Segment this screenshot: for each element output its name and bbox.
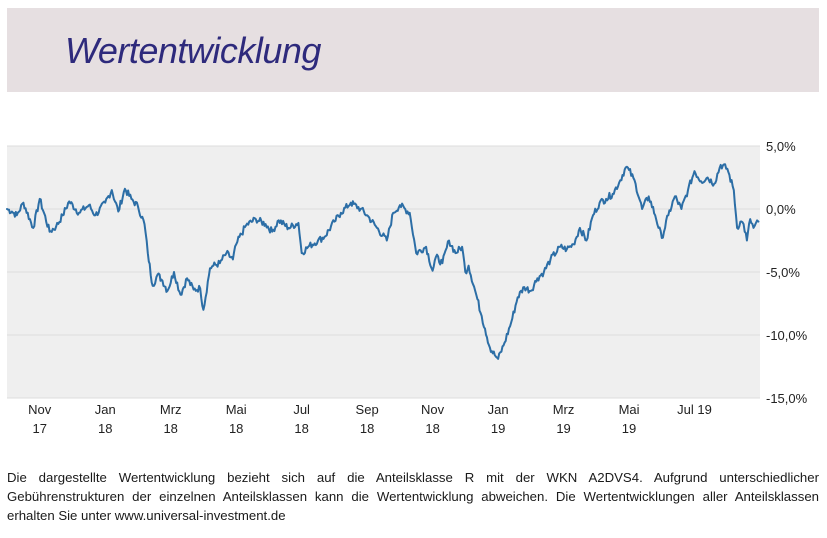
x-tick-label: Nov: [421, 402, 445, 417]
footnote-text: Die dargestellte Wertentwicklung bezieht…: [7, 470, 819, 523]
x-tick-label: Mai: [226, 402, 247, 417]
x-tick-label-year: 19: [556, 421, 570, 436]
x-tick-label: Mrz: [553, 402, 575, 417]
page-title: Wertentwicklung: [65, 30, 321, 71]
x-tick-label-year: 18: [425, 421, 439, 436]
x-tick-label-year: 19: [622, 421, 636, 436]
footnote: Die dargestellte Wertentwicklung bezieht…: [7, 468, 819, 525]
x-tick-label: Sep: [356, 402, 379, 417]
grid-lines: [7, 145, 760, 399]
x-tick-label: Jul 19: [677, 402, 712, 417]
x-tick-label-year: 18: [98, 421, 112, 436]
x-tick-label-year: 19: [491, 421, 505, 436]
x-tick-label: Nov: [28, 402, 52, 417]
y-tick-label: 0,0%: [766, 202, 796, 217]
y-tick-label: -10,0%: [766, 328, 808, 343]
x-tick-label: Jan: [95, 402, 116, 417]
x-tick-label: Mrz: [160, 402, 182, 417]
x-tick-label-year: 18: [229, 421, 243, 436]
performance-chart: 5,0% 0,0% -5,0% -10,0% -15,0% Nov 17 Jan 18 Mrz 1…: [6, 139, 808, 436]
x-tick-label-year: 18: [163, 421, 177, 436]
x-tick-label-year: 17: [33, 421, 47, 436]
x-tick-label-year: 18: [360, 421, 374, 436]
header-bar: Wertentwicklung: [7, 8, 819, 92]
x-tick-label: Jul: [293, 402, 310, 417]
y-tick-label: -15,0%: [766, 391, 808, 406]
x-tick-label: Jan: [488, 402, 509, 417]
y-tick-label: 5,0%: [766, 139, 796, 154]
x-tick-label-year: 18: [294, 421, 308, 436]
y-tick-label: -5,0%: [766, 265, 800, 280]
x-axis-tick-labels: Nov 17 Jan 18 Mrz 18 Mai 18 Jul 18 Sep 18 Nov 18 Jan 19…: [28, 402, 712, 436]
x-tick-label: Mai: [619, 402, 640, 417]
y-axis-tick-labels: 5,0% 0,0% -5,0% -10,0% -15,0%: [766, 139, 808, 406]
series-line: [6, 163, 760, 360]
